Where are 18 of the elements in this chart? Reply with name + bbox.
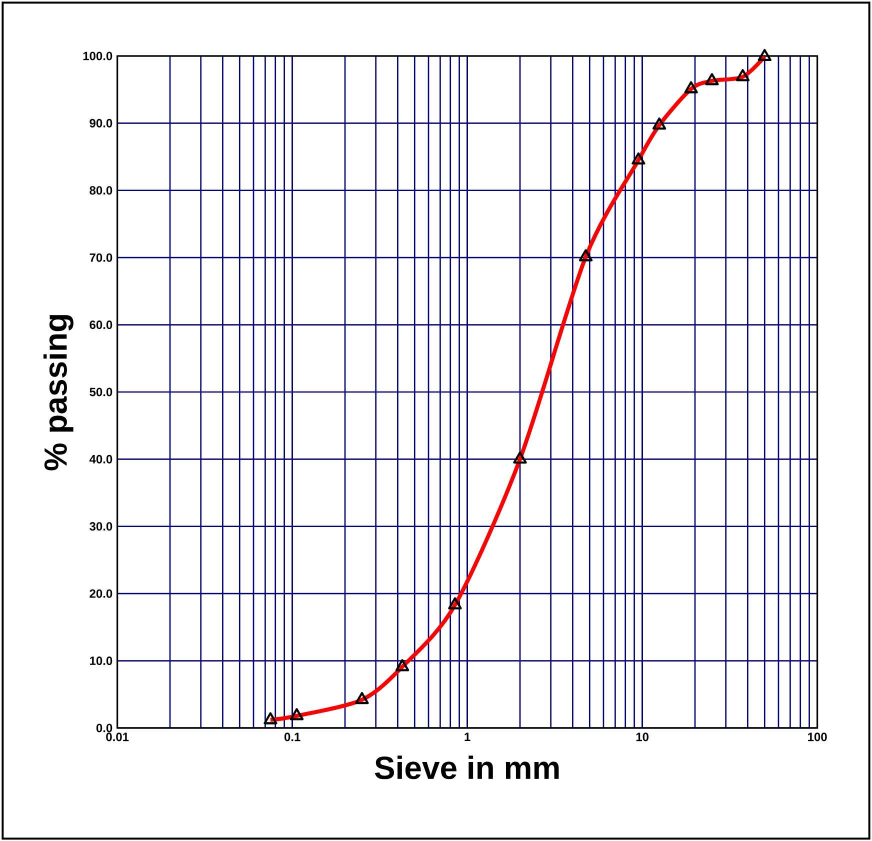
y-axis-title: % passing (43, 314, 74, 470)
y-tick-label: 80.0 (90, 186, 112, 194)
y-tick-label: 70.0 (90, 253, 112, 262)
y-tick-label: 10.0 (90, 656, 112, 665)
x-axis-title: Sieve in mm (374, 756, 559, 780)
x-tick-label: 0.01 (106, 732, 129, 742)
y-tick-label: 0.0 (96, 724, 112, 732)
x-tick-label: 10 (636, 732, 649, 742)
y-tick-label: 40.0 (89, 454, 112, 464)
y-tick-label: 20.0 (90, 589, 112, 598)
x-tick-label: 0.1 (284, 732, 300, 742)
x-tick-label: 1 (464, 732, 470, 741)
y-tick-label: 30.0 (90, 522, 112, 530)
x-tick-label: 100 (808, 732, 827, 742)
y-tick-label: 50.0 (90, 388, 112, 396)
y-tick-label: 90.0 (90, 118, 112, 128)
y-tick-label: 100.0 (83, 52, 112, 60)
y-tick-label: 60.0 (90, 320, 112, 329)
